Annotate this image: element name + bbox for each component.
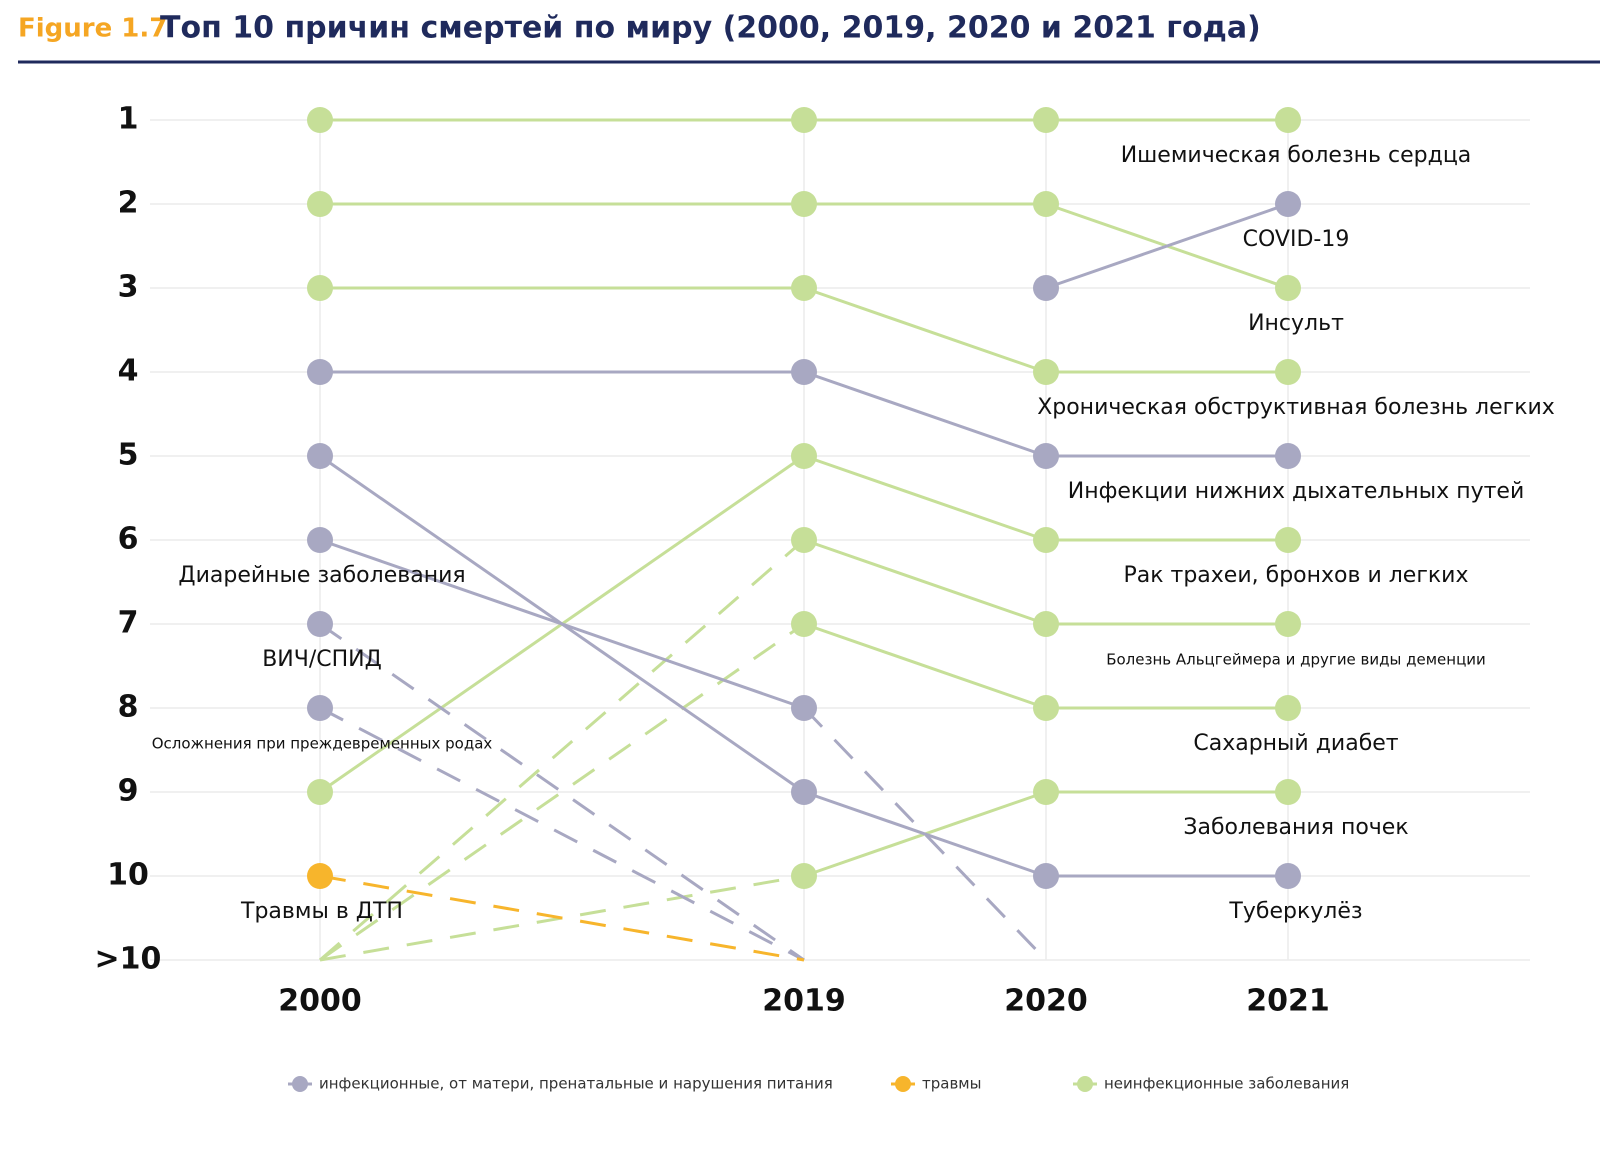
y-tick-label: 1 (118, 102, 139, 137)
rank-dot (791, 443, 817, 469)
rank-dot (307, 359, 333, 385)
rank-dot (791, 695, 817, 721)
y-tick-label: 10 (107, 858, 149, 893)
rank-dot (307, 107, 333, 133)
rank-dot (307, 191, 333, 217)
legend-label: неинфекционные заболевания (1104, 1075, 1349, 1093)
rank-dot (791, 863, 817, 889)
rank-dot (307, 443, 333, 469)
rank-dot (1033, 191, 1059, 217)
rank-dot (307, 527, 333, 553)
y-tick-label: 4 (118, 354, 139, 389)
rank-dot (791, 275, 817, 301)
chart-title: Топ 10 причин смертей по миру (2000, 201… (160, 11, 1261, 46)
legend-label: травмы (922, 1075, 981, 1093)
series-label: Сахарный диабет (1193, 731, 1398, 756)
rank-dot (1033, 359, 1059, 385)
y-tick-label: 9 (118, 774, 139, 809)
series-label: Осложнения при преждевременных родах (152, 735, 493, 753)
rank-dot (1033, 107, 1059, 133)
series-segment (319, 874, 805, 962)
rank-dot (1275, 863, 1301, 889)
rank-dot (1033, 695, 1059, 721)
series-label: Ишемическая болезнь сердца (1121, 143, 1472, 168)
series-label: Заболевания почек (1183, 815, 1408, 840)
series-label: ВИЧ/СПИД (262, 647, 382, 672)
rank-dot (1275, 779, 1301, 805)
rank-dot (1033, 275, 1059, 301)
rank-dot (307, 779, 333, 805)
legend-marker (895, 1076, 911, 1092)
x-tick-label: 2021 (1246, 984, 1330, 1019)
series-segment (803, 790, 1047, 878)
series-label: Болезнь Альцгеймера и другие виды деменц… (1106, 651, 1486, 669)
rank-dot (1033, 443, 1059, 469)
series-segment (319, 706, 805, 962)
series-segment (803, 622, 1047, 710)
rank-dot (1033, 779, 1059, 805)
rank-dot (1275, 107, 1301, 133)
rank-dot (1033, 863, 1059, 889)
figure-label: Figure 1.7 (18, 14, 167, 44)
series-segment (319, 622, 805, 962)
series-segment (802, 706, 1048, 962)
series-segment (319, 538, 805, 710)
rank-dot (791, 779, 817, 805)
series-segment (803, 538, 1047, 626)
rank-dot (1275, 191, 1301, 217)
rank-dot (791, 191, 817, 217)
rank-dot (307, 275, 333, 301)
series-label: Хроническая обструктивная болезнь легких (1037, 395, 1555, 420)
x-tick-label: 2020 (1004, 984, 1088, 1019)
x-tick-label: 2000 (278, 984, 362, 1019)
rank-dot (1275, 611, 1301, 637)
rank-dot (1033, 527, 1059, 553)
rank-dot (1275, 695, 1301, 721)
y-tick-label: 6 (118, 522, 139, 557)
legend-marker (1077, 1076, 1093, 1092)
rank-dot (791, 527, 817, 553)
series-label: Диарейные заболевания (178, 563, 465, 588)
x-tick-label: 2019 (762, 984, 846, 1019)
series-label: Туберкулёз (1228, 899, 1362, 924)
series-label: Травмы в ДТП (240, 899, 403, 924)
series-label: Рак трахеи, бронхов и легких (1124, 563, 1469, 588)
series-segment (1045, 202, 1289, 290)
rank-dot (791, 359, 817, 385)
y-tick-label: >10 (95, 942, 162, 977)
rank-dot (1275, 275, 1301, 301)
rank-dot (791, 611, 817, 637)
series-segment (319, 538, 805, 962)
y-tick-label: 3 (118, 270, 139, 305)
rank-dot (307, 695, 333, 721)
rank-dot (1275, 443, 1301, 469)
series-label: Инфекции нижних дыхательных путей (1068, 479, 1525, 504)
legend-marker (292, 1076, 308, 1092)
series-label: Инсульт (1248, 311, 1344, 336)
y-tick-label: 7 (118, 606, 139, 641)
rank-dot (1033, 611, 1059, 637)
rank-dot (1275, 359, 1301, 385)
series-segment (803, 454, 1047, 542)
y-tick-label: 5 (118, 438, 139, 473)
rank-dot (791, 107, 817, 133)
rank-dot (1275, 527, 1301, 553)
series-label: COVID-19 (1243, 227, 1350, 252)
rank-dot (307, 863, 333, 889)
series-segment (803, 286, 1047, 374)
rank-dot (307, 611, 333, 637)
series-segment (803, 370, 1047, 458)
legend-label: инфекционные, от матери, пренатальные и … (319, 1075, 833, 1093)
y-tick-label: 8 (118, 690, 139, 725)
y-tick-label: 2 (118, 186, 139, 221)
